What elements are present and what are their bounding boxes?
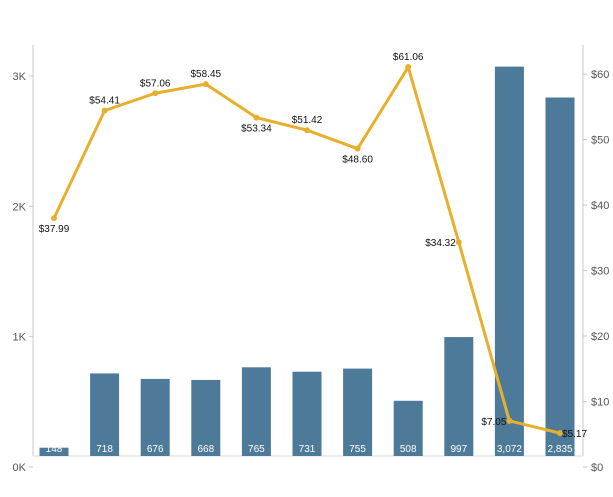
right-tick-label: $40 [591, 200, 609, 212]
right-tick-label: $30 [591, 266, 609, 278]
left-tick-label: 3K [13, 71, 27, 83]
line-point [51, 215, 57, 222]
right-tick-label: $10 [591, 397, 609, 409]
bar [241, 367, 271, 456]
line-value-label: $5.17 [562, 429, 587, 440]
line-series [51, 64, 563, 437]
bar [90, 373, 120, 456]
line-value-label: $34.32 [425, 238, 456, 249]
bar [444, 337, 474, 456]
line-point [202, 81, 209, 88]
line-value-label: $7.05 [481, 417, 506, 428]
right-tick-label: $0 [591, 462, 603, 474]
line-point [354, 145, 361, 152]
bar-label-group: 148 718 676 668 765 731 755 508 997 3,072 2,835 [46, 444, 573, 455]
line-value-label: $58.45 [191, 69, 222, 80]
bar [292, 371, 322, 456]
line-value-label: $37.99 [39, 224, 70, 235]
line-point [304, 127, 310, 134]
line-value-label: $48.60 [342, 155, 373, 166]
bar [343, 368, 373, 456]
bar-value-label: 765 [248, 444, 265, 455]
line-value-label: $54.41 [89, 96, 120, 107]
bar-value-label: 3,072 [497, 444, 522, 455]
line-value-label: $61.06 [393, 52, 424, 63]
bar-value-label: 2,835 [547, 444, 572, 455]
right-tick-label: $60 [591, 69, 609, 81]
bar-value-label: 755 [349, 444, 366, 455]
line-point [101, 107, 108, 114]
bar-value-label: 676 [147, 444, 164, 455]
bar-value-label: 148 [46, 444, 63, 455]
line-point [557, 430, 563, 437]
bar [393, 400, 423, 456]
bar [191, 379, 221, 456]
right-axis: $0 $10 $20 $30 $40 $50 $60 [582, 45, 609, 474]
left-tick-label: 2K [13, 201, 27, 213]
bar [140, 378, 170, 456]
line-value-label: $53.34 [241, 124, 272, 135]
line-point [455, 239, 462, 246]
line-value-label: $57.06 [140, 78, 171, 89]
bar-value-label: 731 [299, 444, 316, 455]
right-tick-label: $20 [591, 331, 609, 343]
bar-value-label: 718 [96, 444, 113, 455]
line-value-label: $51.42 [292, 115, 323, 126]
bar-series [39, 66, 575, 456]
bar [39, 447, 69, 456]
left-tick-label: 1K [13, 332, 27, 344]
line-point [152, 90, 159, 97]
line-point [506, 417, 513, 424]
bar [545, 97, 575, 456]
left-tick-label: 0K [13, 462, 27, 474]
bar-value-label: 508 [400, 444, 417, 455]
right-tick-label: $50 [591, 135, 609, 147]
line-point [253, 114, 260, 121]
bar-value-label: 668 [197, 444, 214, 455]
line-point [405, 64, 412, 71]
bar-value-label: 997 [450, 444, 467, 455]
bar [494, 66, 524, 456]
line-label-group: $37.99 $54.41 $57.06 $58.45 $53.34 $51.42 $48.… [39, 52, 588, 440]
